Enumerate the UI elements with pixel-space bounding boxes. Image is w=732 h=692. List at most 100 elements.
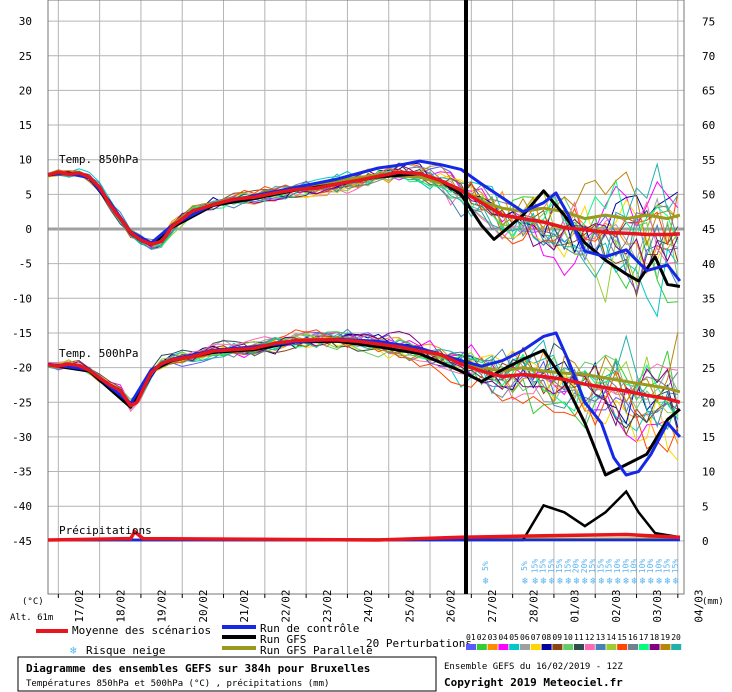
y-left-tick-label: 15 <box>19 119 32 132</box>
t850-label: Temp. 850hPa <box>59 153 138 166</box>
member-number: 11 <box>574 633 584 642</box>
member-swatch <box>628 644 638 650</box>
member-number: 15 <box>617 633 627 642</box>
member-line <box>47 170 679 303</box>
x-tick-label: 27/02 <box>486 589 499 622</box>
member-number: 04 <box>498 633 508 642</box>
x-tick-label: 23/02 <box>321 589 334 622</box>
series-line <box>47 338 681 408</box>
snow-percent: 5% <box>520 561 529 571</box>
snowflake-icon: ❄ <box>582 576 589 587</box>
legend-gfs-label: Run GFS <box>260 633 306 646</box>
y-left-tick-label: 5 <box>25 188 32 201</box>
t500-label: Temp. 500hPa <box>59 347 138 360</box>
snow-percent: 10% <box>630 559 639 574</box>
y-left-unit: (°C) <box>22 597 44 607</box>
chart-title: Diagramme des ensembles GEFS sur 384h po… <box>26 662 370 675</box>
snowflake-icon: ❄ <box>557 576 564 587</box>
series-line <box>47 159 682 282</box>
snow-percent: 15% <box>588 559 597 574</box>
snowflake-icon: ❄ <box>70 644 77 657</box>
member-swatch <box>563 644 574 650</box>
member-number: 03 <box>488 633 498 642</box>
y-right-tick-label: 75 <box>702 15 715 28</box>
x-tick-label: 28/02 <box>527 589 540 622</box>
x-tick-label: 04/03 <box>693 589 706 622</box>
member-swatch <box>498 644 509 650</box>
snowflake-icon: ❄ <box>541 576 548 587</box>
snowflake-icon: ❄ <box>590 576 597 587</box>
snow-risk-markers: 5%❄5%❄15%❄15%❄15%❄15%❄15%❄20%❄20%❄15%❄15… <box>481 559 680 587</box>
y-left-tick-label: -40 <box>12 500 32 513</box>
member-line <box>47 171 679 277</box>
member-swatch <box>671 644 682 650</box>
y-right-tick-label: 70 <box>702 50 715 63</box>
y-right-tick-label: 25 <box>702 362 715 375</box>
legend-perturbations-label: 20 Perturbations <box>366 637 472 650</box>
altitude-label: Alt. 61m <box>10 613 53 623</box>
x-tick-label: 20/02 <box>197 589 210 622</box>
member-swatch <box>584 644 595 650</box>
member-swatch <box>660 644 671 650</box>
member-swatch <box>617 644 628 650</box>
member-number: 16 <box>628 633 638 642</box>
y-left-tick-label: -25 <box>12 396 32 409</box>
member-number: 02 <box>477 633 487 642</box>
snow-percent: 15% <box>530 559 539 574</box>
member-number: 07 <box>531 633 541 642</box>
series-line <box>47 170 680 246</box>
x-tick-label: 03/03 <box>651 589 664 622</box>
member-swatch <box>530 644 541 650</box>
y-right-tick-label: 35 <box>702 292 715 305</box>
member-swatch <box>466 644 476 650</box>
x-tick-label: 21/02 <box>238 589 251 622</box>
x-tick-label: 17/02 <box>73 589 86 622</box>
snowflake-icon: ❄ <box>565 576 572 587</box>
member-number: 12 <box>585 633 595 642</box>
member-swatch <box>638 644 649 650</box>
snow-percent: 15% <box>555 559 564 574</box>
member-swatch <box>487 644 498 650</box>
y-left-tick-label: -20 <box>12 362 32 375</box>
precip-line <box>48 489 681 542</box>
x-tick-label: 19/02 <box>156 589 169 622</box>
y-right-unit: (mm) <box>702 597 724 607</box>
member-swatch <box>509 644 520 650</box>
precip-label: Précipitations <box>59 524 152 537</box>
member-swatch <box>606 644 617 650</box>
x-tick-label: 18/02 <box>114 589 127 622</box>
member-swatch <box>595 644 606 650</box>
legend-control-label: Run de contrôle <box>260 622 359 635</box>
legend: Moyenne des scénarios Run de contrôle Ru… <box>36 622 682 657</box>
y-right-tick-label: 60 <box>702 119 715 132</box>
copyright: Copyright 2019 Meteociel.fr <box>444 676 623 689</box>
member-number: 10 <box>563 633 573 642</box>
member-number: 14 <box>606 633 616 642</box>
y-left-tick-label: -15 <box>12 327 32 340</box>
main-series <box>47 159 682 542</box>
member-swatch <box>520 644 530 650</box>
y-right-tick-label: 50 <box>702 189 715 202</box>
y-right-tick-label: 0 <box>702 535 709 548</box>
y-left-tick-label: -5 <box>19 258 32 271</box>
member-number: 05 <box>509 633 519 642</box>
y-right-tick-label: 65 <box>702 85 715 98</box>
snowflake-icon: ❄ <box>623 576 630 587</box>
member-number: 13 <box>596 633 606 642</box>
title-box <box>17 656 437 692</box>
y-left-tick-label: 30 <box>19 15 32 28</box>
x-tick-label: 26/02 <box>445 589 458 622</box>
member-number: 06 <box>520 633 530 642</box>
snow-percent: 15% <box>547 559 556 574</box>
snowflake-icon: ❄ <box>607 576 614 587</box>
x-tick-label: 01/03 <box>569 589 582 622</box>
member-swatch <box>552 644 563 650</box>
snow-percent: 15% <box>671 559 680 574</box>
snowflake-icon: ❄ <box>532 576 539 587</box>
x-tick-label: 24/02 <box>362 589 375 622</box>
snow-percent: 15% <box>563 559 572 574</box>
member-number: 08 <box>542 633 552 642</box>
y-left-tick-label: 20 <box>19 84 32 97</box>
snow-percent: 5% <box>481 561 490 571</box>
